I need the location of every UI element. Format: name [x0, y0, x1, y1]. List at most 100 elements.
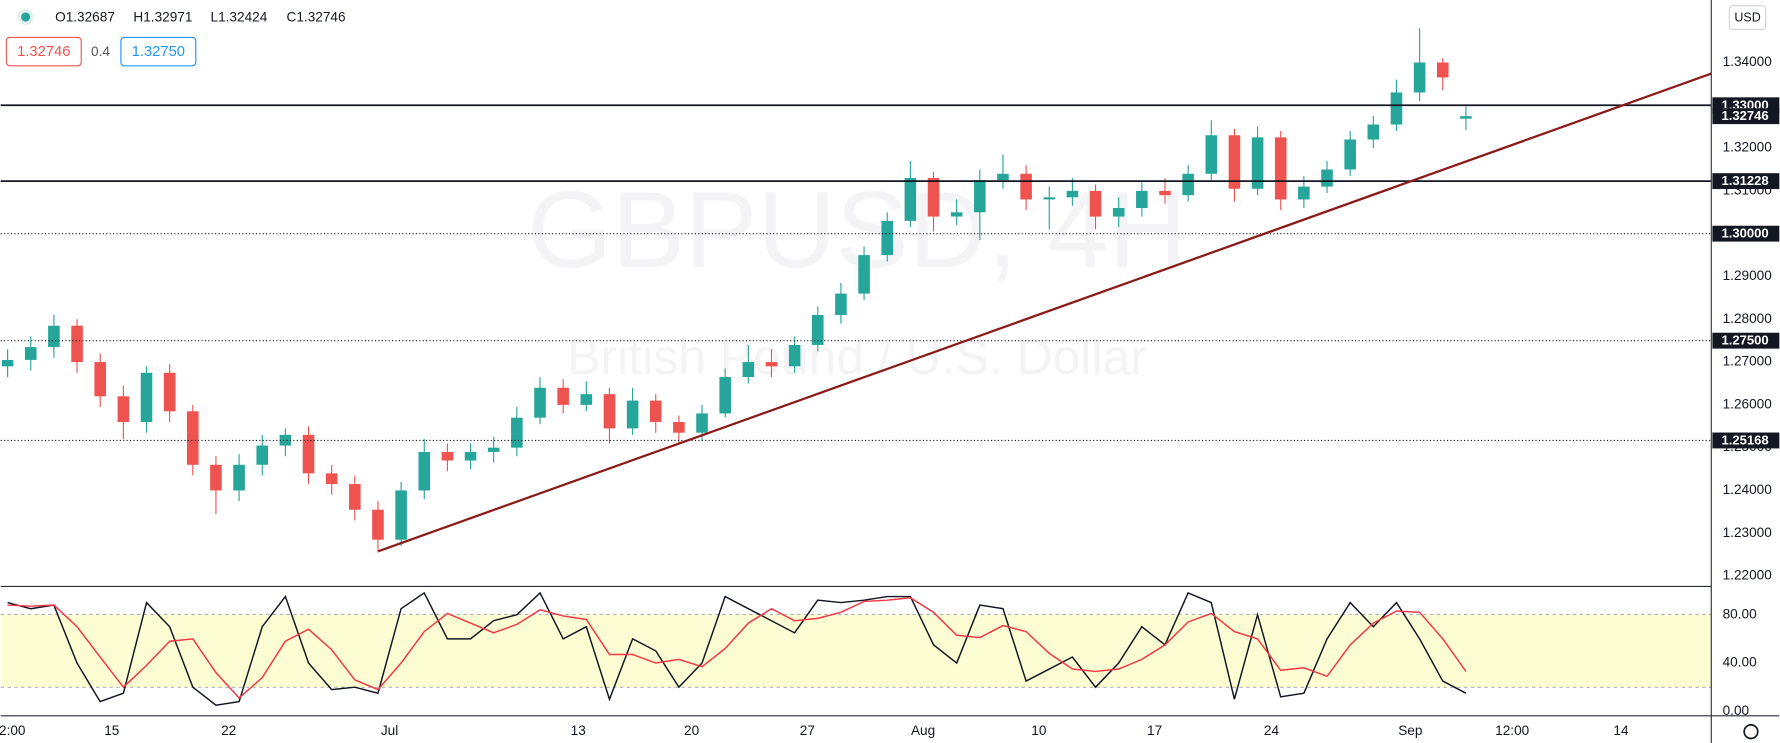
candle-body [140, 372, 153, 422]
ohlc-high: H1.32971 [133, 10, 192, 25]
price-tag-label: 1.27500 [1721, 333, 1768, 348]
y-tick-label: 80.00 [1723, 606, 1757, 621]
candle-body [1159, 190, 1171, 196]
candle-body [302, 434, 315, 474]
y-tick-label: 1.22000 [1723, 568, 1773, 583]
x-tick-label: 2:00 [0, 723, 26, 738]
y-tick-label: 1.29000 [1723, 268, 1773, 283]
candle-body [24, 347, 37, 360]
candle-body [1390, 92, 1403, 125]
spread: 0.4 [91, 44, 110, 59]
candle-body [1436, 62, 1449, 78]
candle-body [1205, 135, 1218, 174]
candle-body [603, 394, 616, 429]
candle-body [1228, 135, 1241, 189]
candle-body [626, 400, 639, 429]
x-tick-label: 27 [800, 723, 815, 738]
candle-body [1089, 190, 1102, 217]
ohlc-open: O1.32687 [55, 10, 115, 25]
bid-price: 1.32746 [17, 44, 70, 60]
ask-price: 1.32750 [132, 44, 185, 60]
price-tag [1712, 225, 1780, 242]
x-tick-label: 22 [221, 723, 236, 738]
candle-body [279, 434, 292, 446]
y-tick-label: 40.00 [1723, 655, 1757, 670]
oscillator-line [7, 591, 1467, 707]
plot [0, 28, 1712, 707]
band [0, 614, 1712, 688]
candle-body [325, 473, 338, 485]
watermark-symbol: GBPUSD, 4H [527, 169, 1186, 291]
candle-body [1136, 190, 1148, 208]
candle-body [719, 377, 731, 414]
candle-body [418, 451, 431, 491]
candle-body [487, 447, 500, 452]
y-tick-label: 1.34000 [1723, 54, 1773, 69]
candle-body [1274, 137, 1287, 200]
x-tick-label: Jul [381, 723, 398, 738]
candle-body [1460, 116, 1472, 119]
x-tick-label: 17 [1147, 723, 1162, 738]
price-tag [1712, 332, 1780, 349]
price-tag [1712, 108, 1780, 125]
price-tag [1712, 173, 1780, 190]
candle-body [1367, 124, 1380, 140]
candle-body [511, 417, 523, 448]
candle-body [1251, 137, 1264, 189]
candle-body [1, 359, 14, 367]
candle-body [835, 293, 847, 315]
candle-body [233, 464, 245, 491]
candle-body [441, 451, 454, 461]
currency-button[interactable] [1728, 5, 1767, 31]
candle-body [673, 421, 685, 433]
watermark-description: British Pound / U.S. Dollar [567, 329, 1147, 385]
y-tick-label: 0.00 [1723, 703, 1750, 718]
x-tick-label: 12:00 [1495, 723, 1529, 738]
y-tick-label: 1.24000 [1723, 482, 1773, 497]
settings-icon[interactable] [1743, 723, 1759, 740]
candle-body [210, 464, 222, 491]
candle-body [950, 212, 963, 217]
candle-body [71, 325, 83, 363]
candle-body [580, 394, 593, 405]
currency: USD [1734, 10, 1760, 24]
x-tick-label: 13 [571, 723, 586, 738]
candle-body [1298, 186, 1310, 200]
buy-button[interactable] [120, 36, 197, 67]
axes: 1.220001.230001.240001.250001.260001.270… [0, 54, 1780, 738]
candle-body [811, 314, 824, 345]
ohlc-low: L1.32424 [211, 10, 268, 25]
candle-body [788, 344, 801, 367]
candle-body [649, 400, 662, 422]
candle-body [94, 362, 106, 397]
watermark: GBPUSD, 4H British Pound / U.S. Dollar [527, 169, 1186, 385]
candle-body [1020, 173, 1032, 200]
y-tick-label: 1.27000 [1723, 354, 1773, 369]
candle-body [696, 413, 708, 433]
oscillator-line [7, 597, 1467, 699]
x-tick-label: 20 [684, 723, 700, 738]
candle-body [927, 178, 940, 217]
settings[interactable] [1743, 723, 1759, 740]
header: O1.32687 H1.32971 L1.32424 C1.32746 1.32… [5, 5, 1767, 67]
candle-body [742, 362, 755, 378]
y-tick-label: 1.32000 [1723, 140, 1773, 155]
sell-button[interactable] [5, 36, 82, 67]
x-tick-label: Sep [1398, 723, 1422, 738]
candle-body [881, 220, 894, 256]
candle-body [163, 372, 176, 412]
candle-body [1321, 169, 1333, 187]
y-tick-label: 1.23000 [1723, 525, 1773, 540]
candle-body [997, 173, 1009, 181]
candle-body [1066, 190, 1079, 198]
candle-body [904, 178, 917, 221]
candle-body [349, 484, 361, 510]
candle-body [464, 451, 477, 461]
x-tick-label: 14 [1613, 723, 1629, 738]
candle-body [1112, 207, 1125, 217]
candle-body [858, 255, 870, 294]
candle-body [534, 387, 546, 418]
candle-body [557, 387, 569, 405]
price-tag-label: 1.31228 [1721, 173, 1768, 188]
